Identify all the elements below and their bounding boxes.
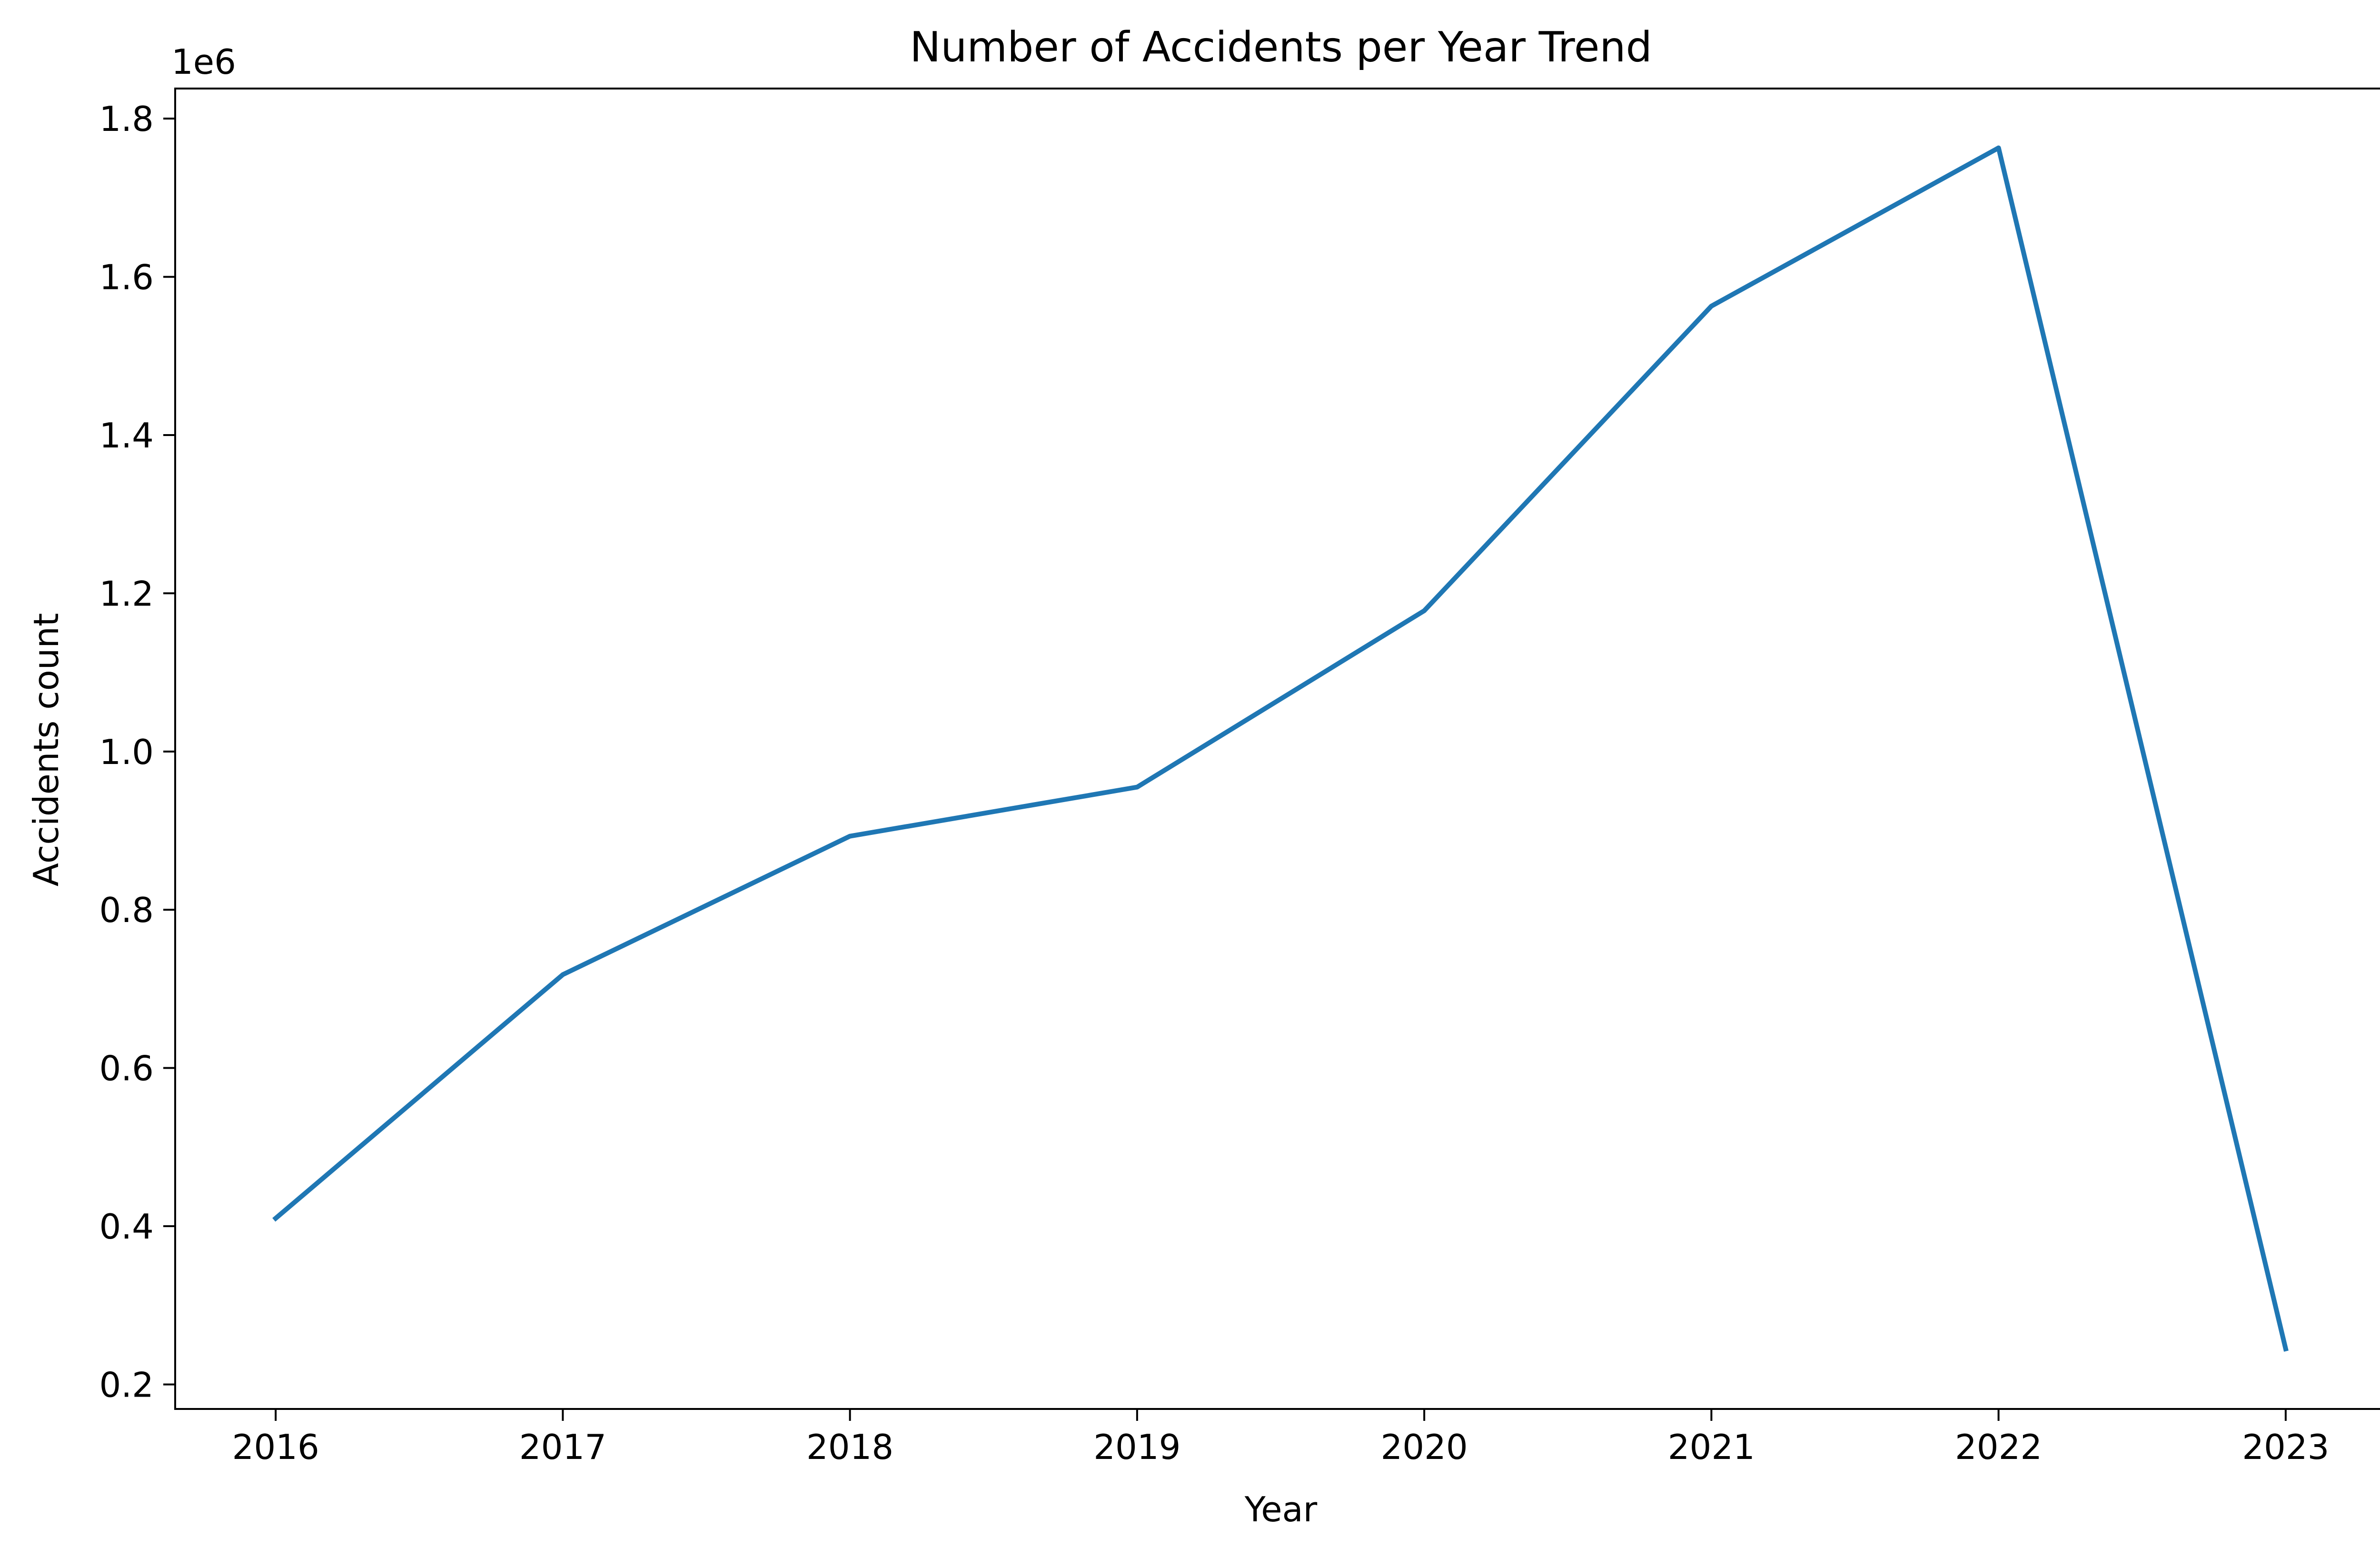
x-tick-label-2021: 2021: [1668, 1427, 1755, 1467]
y-tick-label-0.8: 0.8: [99, 890, 154, 930]
y-tick-label-0.4: 0.4: [99, 1207, 154, 1247]
y-tick-label-1.4: 1.4: [99, 416, 154, 456]
y-tick-label-0.2: 0.2: [99, 1365, 154, 1405]
chart-title: Number of Accidents per Year Trend: [910, 23, 1652, 71]
x-tick-label-2023: 2023: [2242, 1427, 2329, 1467]
x-axis-label: Year: [1244, 1489, 1318, 1529]
axes-frame: [174, 88, 2380, 1410]
series-line-0: [272, 145, 2289, 1352]
y-tick-label-0.6: 0.6: [99, 1049, 154, 1089]
x-tick-label-2018: 2018: [806, 1427, 893, 1467]
x-tick-label-2022: 2022: [1955, 1427, 2042, 1467]
y-tick-label-1.2: 1.2: [99, 574, 154, 614]
y-axis-label: Accidents count: [26, 613, 66, 887]
y-tick-label-1.6: 1.6: [99, 258, 154, 298]
y-tick-label-1.0: 1.0: [99, 732, 154, 772]
plot-area: 2016 2017 2018 2019 2020 2021 2022 2023 0.2 0.4 0.…: [99, 88, 2380, 1467]
y-axis-offset-label: 1e6: [171, 42, 236, 82]
y-tick-label-1.8: 1.8: [99, 99, 154, 139]
x-tick-label-2017: 2017: [519, 1427, 606, 1467]
x-tick-label-2020: 2020: [1381, 1427, 1468, 1467]
x-tick-label-2016: 2016: [232, 1427, 319, 1467]
x-tick-label-2019: 2019: [1093, 1427, 1180, 1467]
